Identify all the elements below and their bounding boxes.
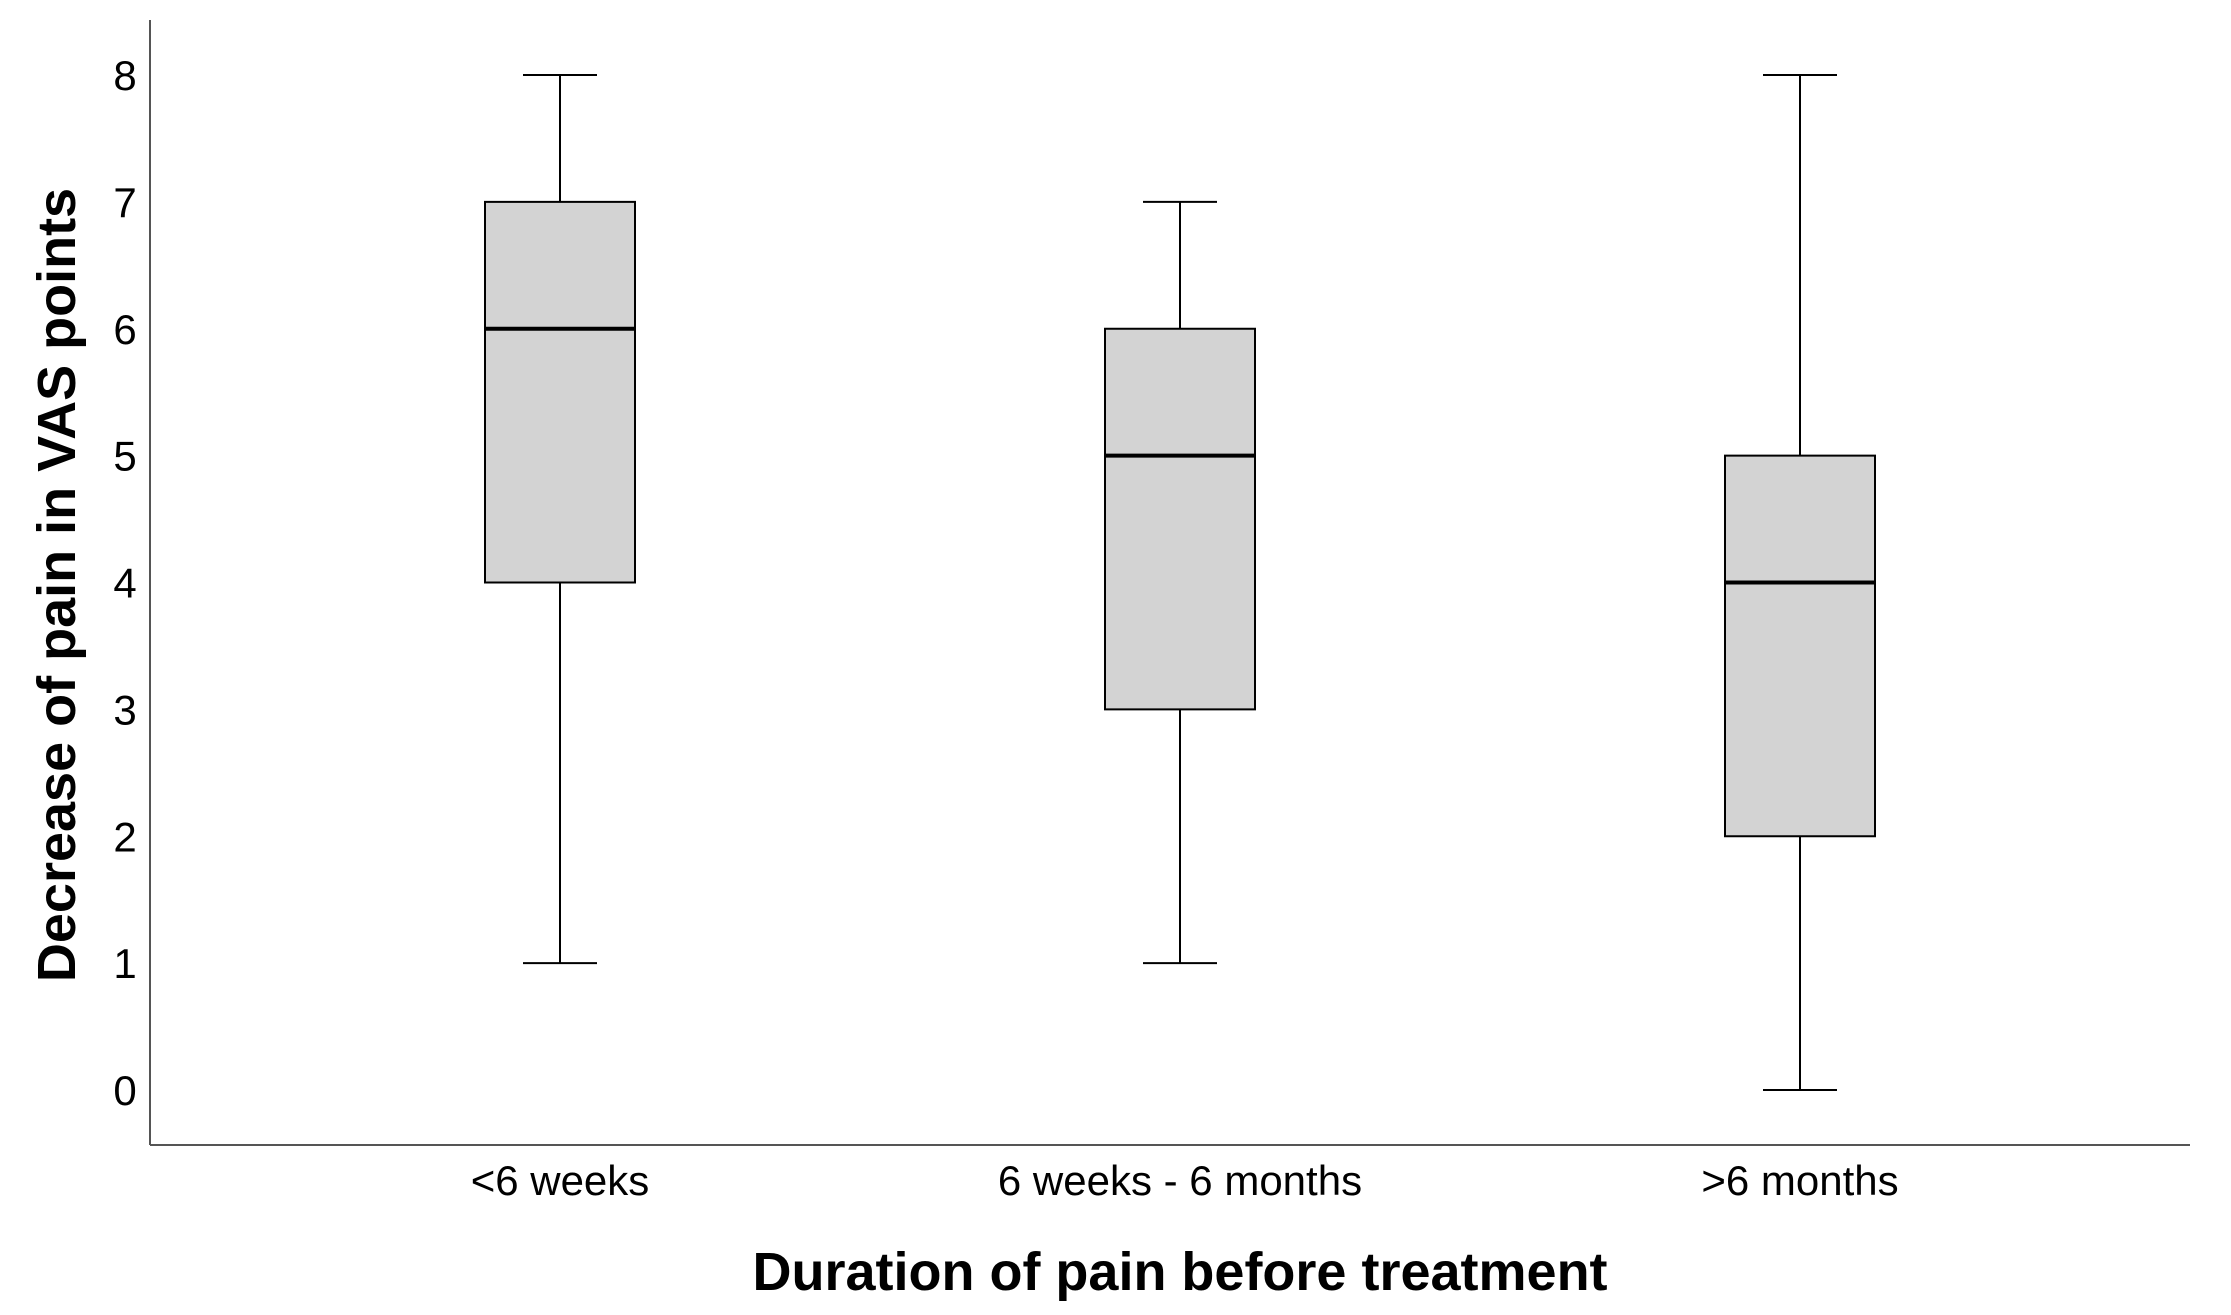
- box-group: [484, 74, 1876, 1091]
- x-axis-title: Duration of pain before treatment: [752, 1242, 1607, 1302]
- x-tick-label: <6 weeks: [471, 1157, 650, 1204]
- iqr-box: [1104, 327, 1256, 711]
- y-tick-label: 8: [113, 52, 136, 99]
- iqr-box: [484, 200, 636, 584]
- y-tick-label: 5: [113, 433, 136, 480]
- y-tick-label: 0: [113, 1067, 136, 1114]
- box-plot-3: [1724, 74, 1876, 1091]
- y-tick-label: 2: [113, 813, 136, 860]
- box-plot-1: [484, 74, 636, 965]
- y-tick-label: 4: [113, 560, 136, 607]
- x-tick-labels: <6 weeks 6 weeks - 6 months >6 months: [471, 1157, 1899, 1204]
- y-axis-title: Decrease of pain in VAS points: [27, 188, 87, 982]
- x-tick-label: 6 weeks - 6 months: [998, 1157, 1362, 1204]
- x-tick-label: >6 months: [1701, 1157, 1898, 1204]
- y-tick-label: 6: [113, 306, 136, 353]
- y-tick-label: 7: [113, 179, 136, 226]
- y-tick-label: 1: [113, 940, 136, 987]
- y-tick-label: 3: [113, 686, 136, 733]
- box-plot-2: [1104, 200, 1256, 965]
- iqr-box: [1724, 454, 1876, 838]
- y-tick-labels: 0 1 2 3 4 5 6 7 8: [113, 52, 136, 1114]
